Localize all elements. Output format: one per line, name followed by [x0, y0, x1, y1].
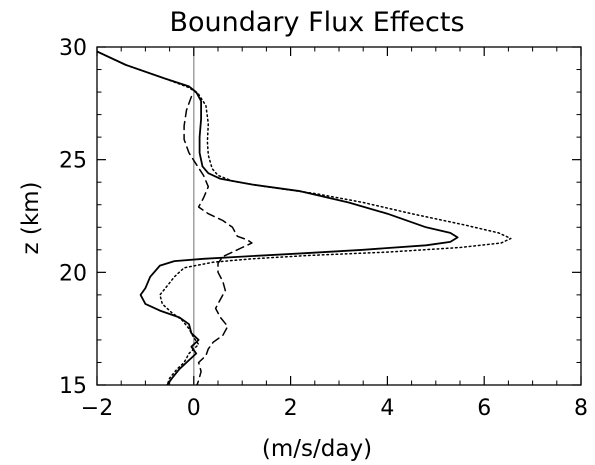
x-tick-label: −2: [81, 396, 113, 421]
chart-title: Boundary Flux Effects: [169, 7, 464, 38]
y-axis-label: z (km): [18, 181, 44, 254]
x-tick-label: 2: [284, 396, 298, 421]
y-tick-label: 20: [59, 261, 87, 286]
y-tick-label: 25: [59, 149, 87, 174]
x-tick-label: 6: [477, 396, 491, 421]
tick-labels: −2 0 2 4 6 8 15 20 25 30: [59, 36, 588, 421]
plot-frame: [96, 46, 582, 386]
series-line-dotted: [97, 50, 512, 385]
x-tick-label: 8: [574, 396, 588, 421]
series-lines: [97, 50, 512, 385]
y-tick-label: 30: [59, 36, 87, 61]
x-axis-label: (m/s/day): [262, 436, 372, 462]
axis-ticks: [96, 46, 582, 386]
series-line-solid: [97, 50, 459, 385]
plot-border: [96, 46, 582, 386]
y-tick-label: 15: [59, 374, 87, 399]
x-tick-label: 0: [187, 396, 201, 421]
series-line-dashed: [183, 95, 253, 385]
x-tick-label: 4: [380, 396, 394, 421]
